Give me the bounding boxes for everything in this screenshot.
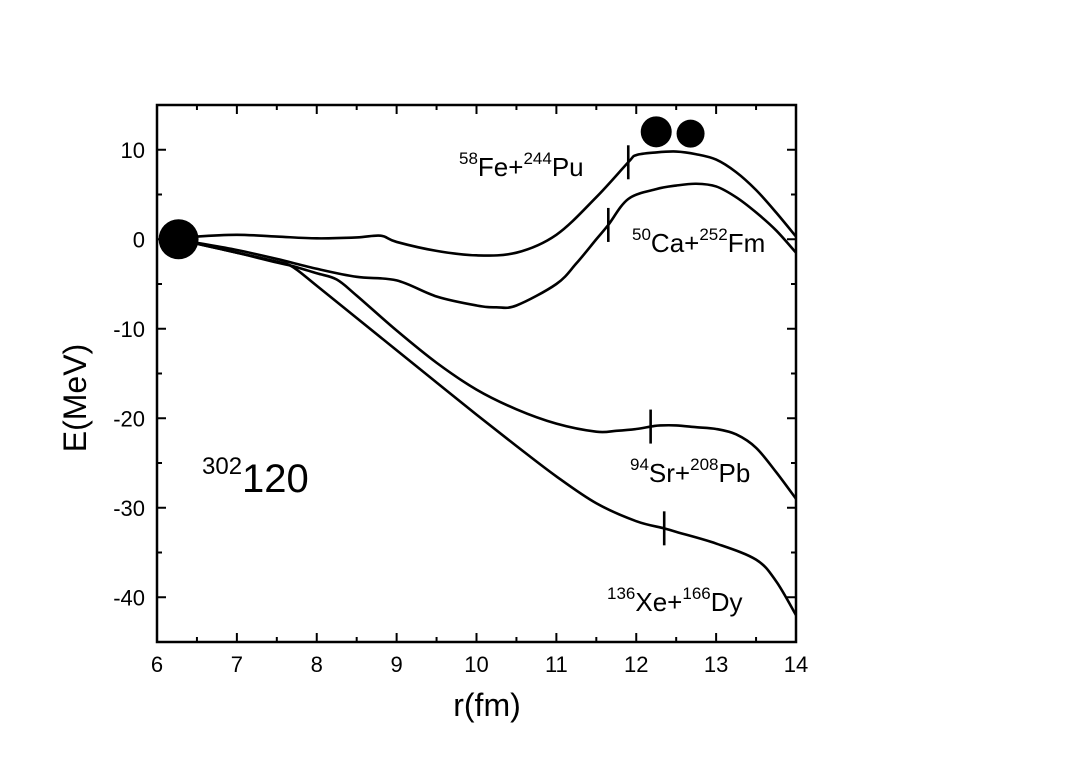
x-tick-label: 9: [391, 652, 403, 677]
x-tick-label: 11: [545, 652, 568, 677]
fragment-marker: [676, 119, 705, 148]
label-sr-pb: 94Sr+208Pb: [630, 455, 750, 488]
x-tick-label: 14: [784, 652, 808, 677]
y-tick-label: -20: [113, 406, 145, 431]
label-ca-fm: 50Ca+252Fm: [632, 225, 765, 258]
y-tick-label: 10: [121, 138, 145, 163]
markers: [158, 116, 705, 546]
label-fe-pu: 58Fe+244Pu: [459, 149, 584, 182]
y-tick-label: -30: [113, 496, 145, 521]
curve-fe-pu: [176, 150, 798, 257]
compound-nucleus-marker: [158, 219, 199, 260]
label-xe-dy: 136Xe+166Dy: [607, 584, 743, 617]
curve-ca-fm: [176, 182, 797, 310]
y-axis-ticks: 10 0 -10 -20 -30 -40: [113, 138, 796, 610]
x-tick-label: 10: [464, 652, 488, 677]
nucleus-label-mass: 302: [202, 453, 242, 480]
x-axis-title: r(fm): [453, 687, 521, 723]
x-tick-label: 6: [151, 652, 163, 677]
y-tick-label: -40: [113, 585, 145, 610]
curves: [176, 150, 798, 616]
plot-frame: [155, 103, 798, 644]
x-axis-ticks: 6 7 8 9 10 11 12 13 14: [151, 105, 808, 677]
x-tick-label: 7: [231, 652, 243, 677]
curve-xe-dy: [176, 237, 798, 616]
fragment-marker: [640, 116, 672, 148]
nucleus-label-z: 120: [242, 457, 309, 501]
y-tick-label: 0: [133, 227, 145, 252]
x-tick-label: 8: [311, 652, 323, 677]
plot-border: [155, 103, 798, 644]
y-axis-title: E(MeV): [57, 344, 93, 452]
x-tick-label: 12: [624, 652, 648, 677]
y-tick-label: -10: [113, 317, 145, 342]
nucleus-label: 302120: [202, 453, 309, 501]
x-tick-label: 13: [704, 652, 728, 677]
